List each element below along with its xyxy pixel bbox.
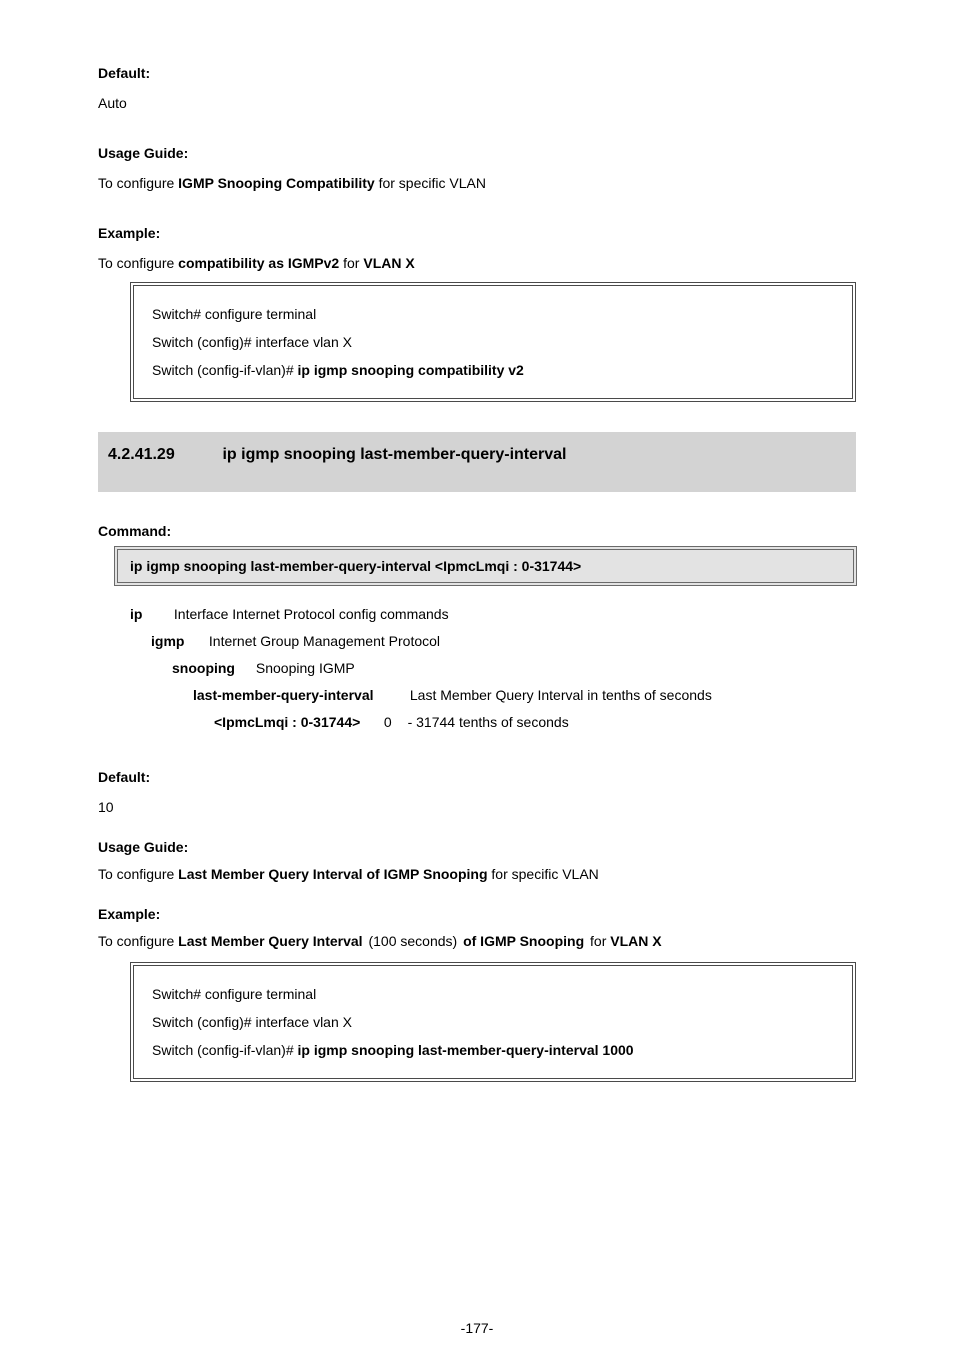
t: To configure (98, 866, 174, 882)
t: for (343, 255, 359, 271)
cmd-line: Switch (config)# interface vlan X (152, 1008, 834, 1036)
tree-row: ip Interface Internet Protocol config co… (130, 605, 449, 625)
tree-row: snooping Snooping IGMP (172, 659, 355, 679)
t: for (590, 933, 606, 949)
t: (100 seconds) (368, 933, 459, 949)
tree-key: last-member-query-interval (193, 686, 406, 706)
tree-desc: Interface Internet Protocol config comma… (174, 606, 449, 622)
command-label: Command: (98, 522, 171, 542)
page-number: -177- (0, 1320, 954, 1336)
tree-row: igmp Internet Group Management Protocol (151, 632, 440, 652)
t: Last Member Query Interval (178, 933, 364, 949)
cmd-line: Switch# configure terminal (152, 300, 834, 328)
tree-row: last-member-query-interval Last Member Q… (193, 686, 712, 706)
t: ip igmp snooping last-member-query-inter… (298, 1042, 634, 1058)
syntax-box: ip igmp snooping last-member-query-inter… (114, 546, 857, 586)
usage-text: To configure IGMP Snooping Compatibility… (98, 174, 486, 194)
default-label: Default: (98, 768, 150, 788)
t: To configure (98, 175, 174, 191)
t: Switch (config-if-vlan)# (152, 1042, 294, 1058)
tree-desc: Internet Group Management Protocol (209, 633, 440, 649)
section-header: 4.2.41.29 ip igmp snooping last-member-q… (98, 432, 856, 492)
t: compatibility as IGMPv2 (178, 255, 339, 271)
example-text: To configure Last Member Query Interval … (98, 932, 662, 952)
t: Last Member Query Interval of IGMP Snoop… (178, 866, 487, 882)
t: VLAN X (363, 255, 414, 271)
code-block: Switch# configure terminal Switch (confi… (130, 282, 856, 402)
t: ip igmp snooping compatibility v2 (298, 362, 524, 378)
tree-key: ip (130, 605, 170, 625)
code-block: Switch# configure terminal Switch (confi… (130, 962, 856, 1082)
cmd-line: Switch (config-if-vlan)# ip igmp snoopin… (152, 356, 834, 384)
tree-row: <IpmcLmqi : 0-31744> 0 - 31744 tenths of… (214, 713, 569, 733)
t: for specific VLAN (491, 866, 598, 882)
t: To configure (98, 255, 174, 271)
section-title: ip igmp snooping last-member-query-inter… (222, 446, 566, 463)
t: of IGMP Snooping (463, 933, 586, 949)
t: IGMP Snooping Compatibility (178, 175, 375, 191)
default-label: Default: (98, 64, 150, 84)
example-label: Example: (98, 224, 160, 244)
usage-label: Usage Guide: (98, 144, 188, 164)
example-text: To configure compatibility as IGMPv2 for… (98, 254, 415, 274)
tree-desc: Snooping IGMP (256, 660, 355, 676)
default-value: 10 (98, 798, 114, 818)
cmd-line: Switch (config)# interface vlan X (152, 328, 834, 356)
tree-desc: Last Member Query Interval in tenths of … (410, 687, 712, 703)
cmd-line: Switch (config-if-vlan)# ip igmp snoopin… (152, 1036, 834, 1064)
t: 0 (384, 714, 392, 730)
section-num: 4.2.41.29 (108, 446, 218, 464)
tree-key: <IpmcLmqi : 0-31744> (214, 713, 380, 733)
usage-label: Usage Guide: (98, 838, 188, 858)
cmd-line: Switch# configure terminal (152, 980, 834, 1008)
t: VLAN X (610, 933, 661, 949)
t: To configure (98, 933, 174, 949)
tree-key: igmp (151, 632, 205, 652)
usage-text: To configure Last Member Query Interval … (98, 865, 599, 885)
syntax-text: ip igmp snooping last-member-query-inter… (130, 558, 581, 574)
example-label: Example: (98, 905, 160, 925)
t: Switch (config-if-vlan)# (152, 362, 294, 378)
tree-key: snooping (172, 659, 252, 679)
t: - 31744 tenths of seconds (396, 714, 569, 730)
t: for specific VLAN (379, 175, 486, 191)
default-value: Auto (98, 94, 127, 114)
